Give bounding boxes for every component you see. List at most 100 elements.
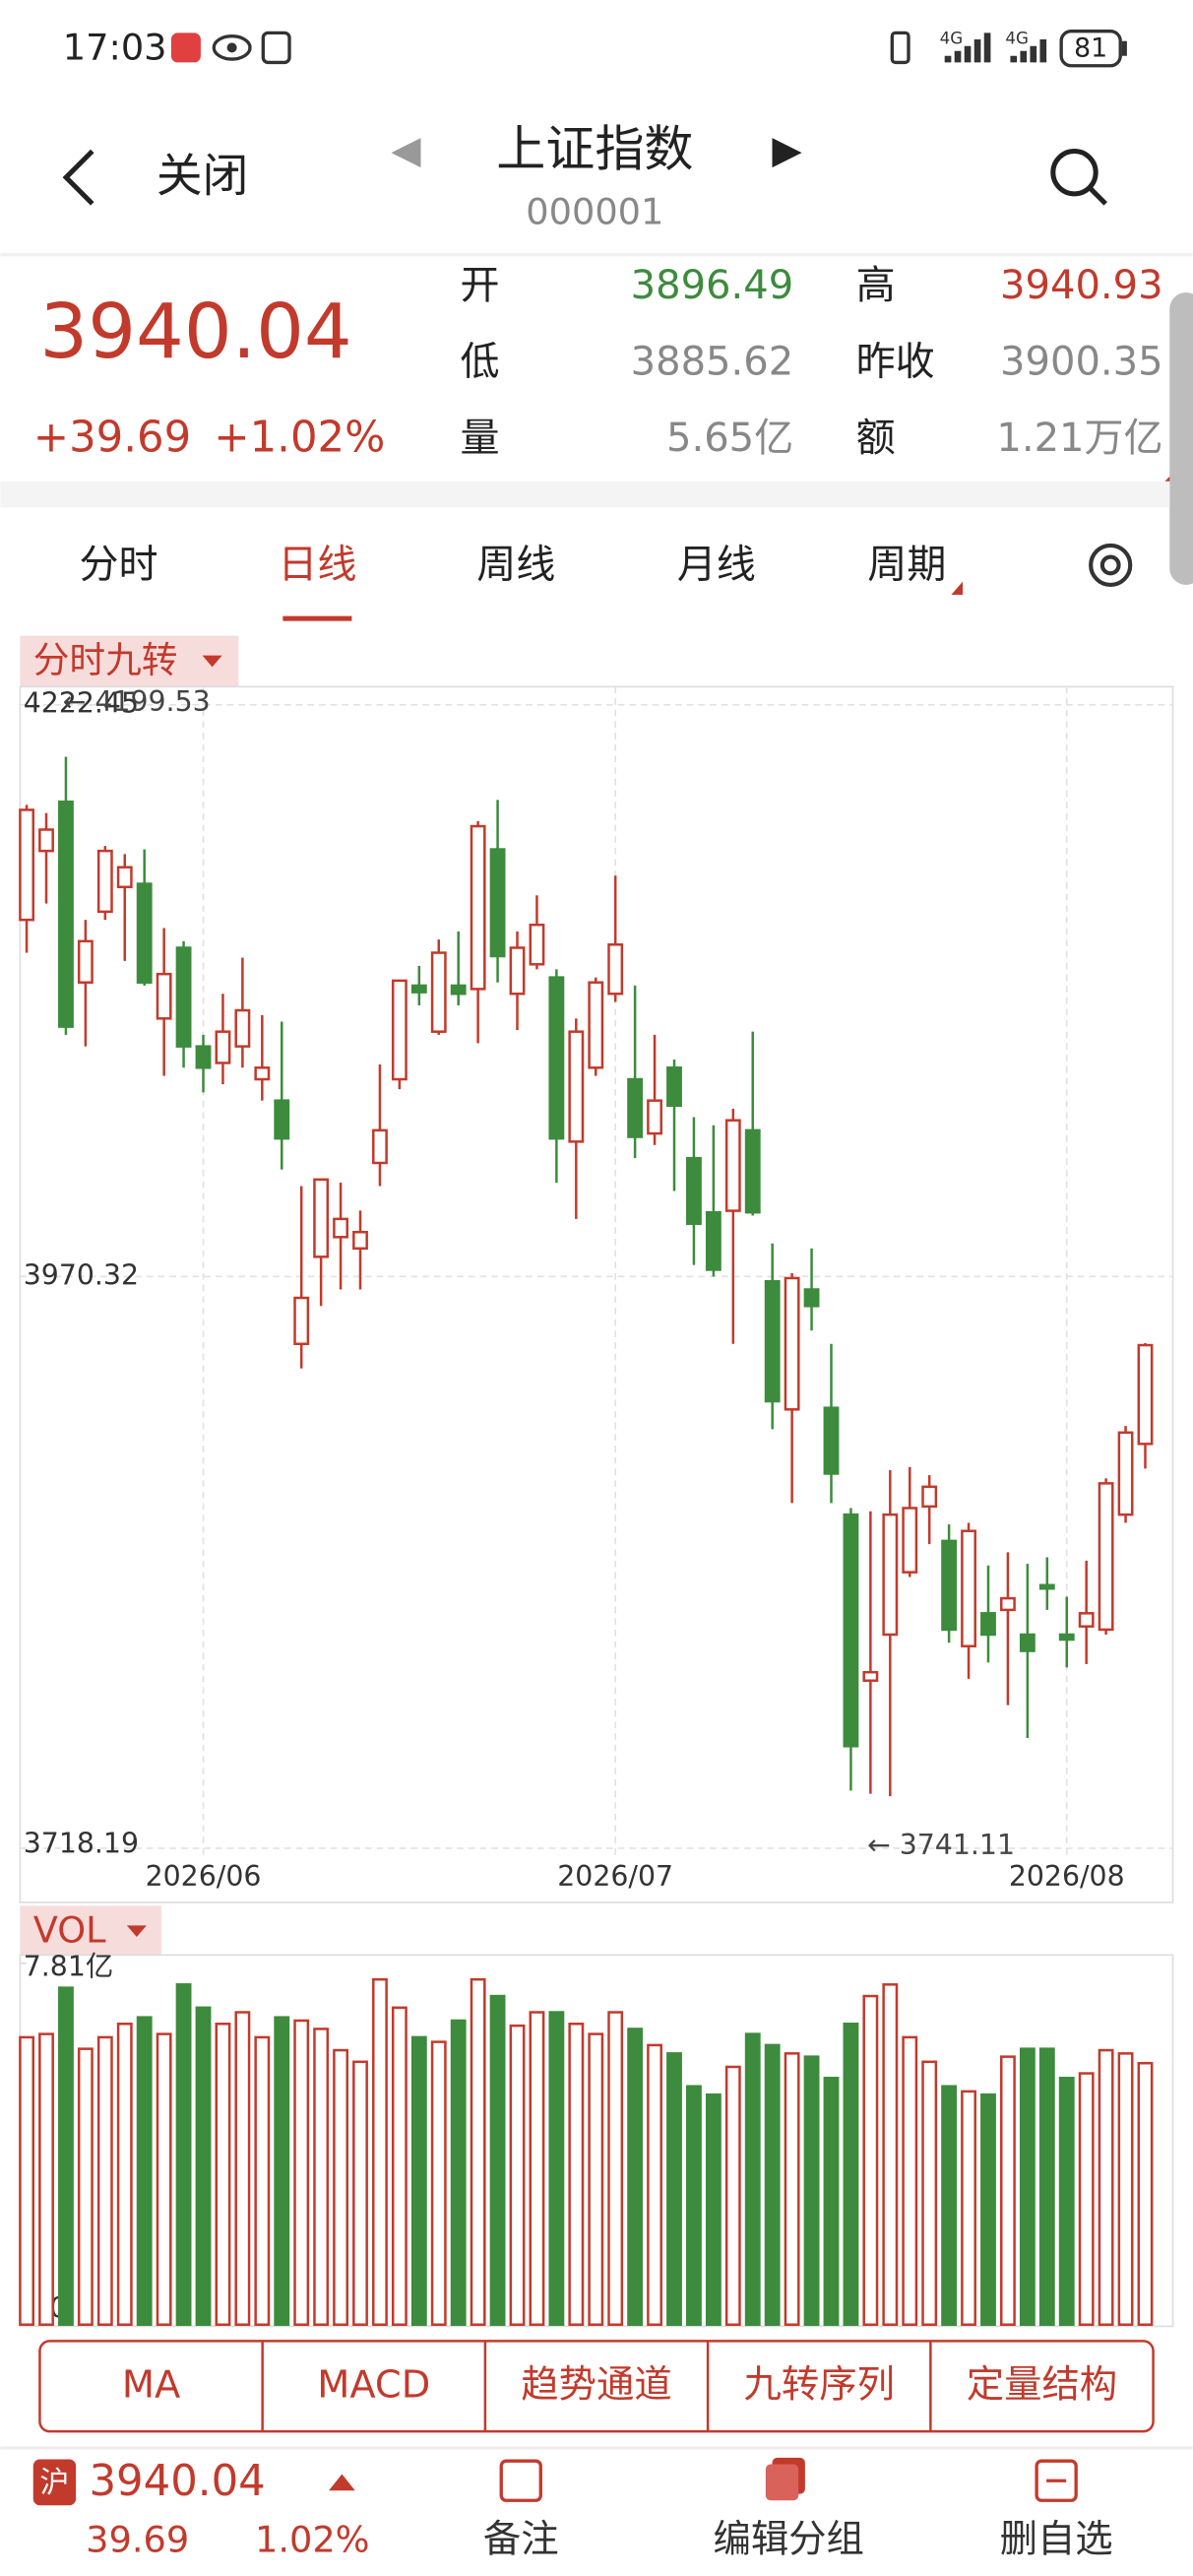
candle-body xyxy=(862,1670,879,1682)
close-button[interactable]: 关闭 xyxy=(157,150,248,203)
candle-body xyxy=(489,848,506,958)
candle-body xyxy=(96,849,113,914)
candle-body xyxy=(410,984,427,994)
indicator-button[interactable]: 趋势通道 xyxy=(521,2363,671,2408)
prev-stock[interactable] xyxy=(391,138,421,168)
candle-body xyxy=(450,984,467,996)
y-tick-label: 3718.19 xyxy=(24,1828,139,1860)
settings-gear-hub xyxy=(1099,554,1121,576)
battery-tip xyxy=(1121,40,1127,56)
candle-body xyxy=(215,1030,231,1064)
candle-body xyxy=(529,923,545,966)
footer-actions: 备注 编辑分组 删自选 xyxy=(483,2517,1113,2561)
footer-action[interactable]: 编辑分组 xyxy=(713,2517,863,2561)
volume-bar xyxy=(607,2011,624,2326)
indicator-button[interactable]: 九转序列 xyxy=(744,2363,895,2408)
volume-bar xyxy=(1019,2047,1036,2326)
field-value: 3940.93 xyxy=(1000,263,1163,308)
field-label: 开 xyxy=(461,263,500,308)
candle-body xyxy=(921,1485,938,1509)
candle-body xyxy=(686,1156,702,1225)
separator-band xyxy=(0,481,1170,508)
note-icon[interactable] xyxy=(499,2459,542,2502)
charts: 3718.19 3970.32 4222.45 2026/06 2026/07 2026/… xyxy=(19,685,1173,2326)
volume-tag-label[interactable]: VOL xyxy=(33,1908,106,1951)
candle-body xyxy=(470,824,486,991)
stock-title: 上证指数 xyxy=(496,121,693,178)
volume-bar xyxy=(705,2093,722,2326)
indicator-button[interactable]: 定量结构 xyxy=(967,2363,1117,2408)
candle-body xyxy=(274,1099,290,1140)
last-price: 3940.04 xyxy=(39,289,351,376)
candle-frame xyxy=(19,685,1174,1903)
volume-bar xyxy=(647,2043,662,2326)
candle-body xyxy=(195,1045,212,1069)
search-icon[interactable] xyxy=(1050,148,1099,197)
status-time: 17:03 xyxy=(63,27,167,69)
candle-body xyxy=(568,1030,585,1143)
settings-icon[interactable] xyxy=(1089,543,1133,588)
volume-bar xyxy=(391,2006,408,2326)
eye-icon-pupil xyxy=(226,42,237,53)
tab[interactable]: 分时 xyxy=(79,543,157,588)
network-label: 4G xyxy=(940,30,964,48)
volume-bar xyxy=(1078,2072,1095,2326)
volume-bar xyxy=(588,2032,604,2326)
volume-bar xyxy=(116,2023,133,2326)
tab[interactable]: 日线 xyxy=(278,543,356,588)
volume-bar xyxy=(902,2035,918,2326)
tab[interactable]: 周期 xyxy=(867,543,946,588)
volume-bar xyxy=(215,2023,231,2326)
volume-bar xyxy=(862,1994,879,2326)
footer-action[interactable]: 删自选 xyxy=(1000,2517,1113,2561)
volume-bar xyxy=(19,2035,35,2326)
x-tick-label: 2026/07 xyxy=(557,1860,673,1893)
price-change: +39.69 xyxy=(33,414,191,463)
field-label: 昨收 xyxy=(856,340,935,385)
candle-body xyxy=(1078,1612,1095,1628)
tab-underline xyxy=(283,615,352,621)
dropdown-arrow xyxy=(202,655,222,668)
remove-icon[interactable] xyxy=(1035,2459,1078,2502)
volume-bar xyxy=(823,2076,840,2326)
volume-bar xyxy=(1137,2061,1154,2326)
candle-body xyxy=(116,866,133,889)
period-tabs: 分时 日线 周线 月线 周期 xyxy=(79,543,946,621)
candle-body xyxy=(136,882,153,984)
field-label: 额 xyxy=(856,416,896,461)
volume-bar xyxy=(666,2052,682,2326)
next-stock[interactable] xyxy=(772,138,802,168)
field-label: 低 xyxy=(461,340,500,385)
footer-action[interactable]: 备注 xyxy=(483,2517,559,2561)
candle-body xyxy=(607,942,624,996)
candle-body xyxy=(666,1066,682,1107)
candle-body xyxy=(58,800,74,1028)
field-label: 量 xyxy=(461,416,500,461)
candle-body xyxy=(902,1507,918,1574)
field-label: 高 xyxy=(856,263,896,308)
battery-icon xyxy=(1059,30,1122,68)
back-icon[interactable] xyxy=(62,149,94,206)
field-value: 3900.35 xyxy=(1000,340,1163,385)
settings-gear[interactable] xyxy=(1089,543,1133,588)
market-badge xyxy=(32,2459,77,2506)
indicator-tag[interactable] xyxy=(20,635,239,687)
x-tick-label: 2026/06 xyxy=(146,1860,262,1893)
volume-bar xyxy=(784,2052,800,2326)
indicator-button[interactable]: MACD xyxy=(317,2363,430,2408)
candle-body xyxy=(882,1513,899,1637)
volume-bar xyxy=(313,2028,330,2326)
indicator-tag-label[interactable]: 分时九转 xyxy=(33,639,178,681)
max-annotation: ← 4199.53 xyxy=(63,685,211,718)
volume-bar xyxy=(430,2040,447,2326)
volume-bar xyxy=(627,2028,644,2326)
volume-bar xyxy=(410,2035,427,2326)
candle-body xyxy=(391,979,408,1081)
tab[interactable]: 周线 xyxy=(476,543,555,588)
indicator-button[interactable]: MA xyxy=(122,2363,180,2408)
candle-body xyxy=(293,1296,310,1346)
candle-body xyxy=(234,1008,251,1048)
candle-body xyxy=(1038,1583,1055,1590)
tab[interactable]: 月线 xyxy=(677,543,756,588)
